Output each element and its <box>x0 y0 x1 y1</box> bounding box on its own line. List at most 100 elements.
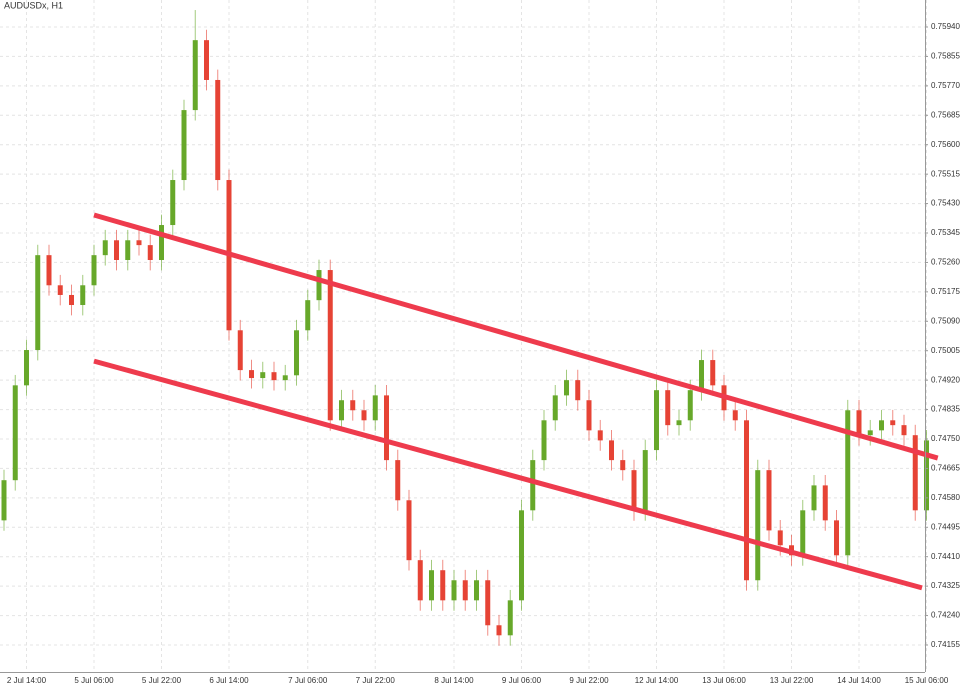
y-tick-label: 0.75855 <box>931 52 960 61</box>
candle-body <box>676 420 682 426</box>
candle-body <box>440 570 446 601</box>
y-tick-label: 0.74835 <box>931 405 960 414</box>
channel-line <box>93 212 939 461</box>
candle-body <box>710 360 716 386</box>
candle-body <box>237 330 243 371</box>
y-tick-label: 0.75770 <box>931 81 960 90</box>
y-tick-label: 0.75345 <box>931 228 960 237</box>
candle-body <box>24 350 29 386</box>
candle-body <box>181 110 187 181</box>
x-tick-label: 5 Jul 22:00 <box>142 676 182 685</box>
candle-body <box>507 600 513 636</box>
x-tick-label: 15 Jul 06:00 <box>905 676 949 685</box>
x-tick-label: 14 Jul 14:00 <box>837 676 881 685</box>
y-tick-label: 0.75090 <box>931 316 960 325</box>
y-tick-label: 0.74580 <box>931 493 960 502</box>
candle-body <box>350 400 356 411</box>
candle-body <box>766 470 772 531</box>
candle-body <box>91 255 97 286</box>
y-tick-label: 0.74920 <box>931 375 960 384</box>
candle-body <box>136 240 142 246</box>
candle-body <box>282 375 288 381</box>
x-tick-label: 13 Jul 06:00 <box>702 676 746 685</box>
candle-body <box>204 40 209 80</box>
candle-body <box>620 460 626 471</box>
candle-body <box>192 40 198 111</box>
candle-body <box>125 240 131 261</box>
candle-body <box>890 420 896 426</box>
candle-body <box>699 360 704 391</box>
candle-body <box>856 410 862 436</box>
candle-body <box>46 255 52 286</box>
candle-body <box>519 510 524 601</box>
candle-body <box>586 400 592 431</box>
candle-body <box>867 430 873 436</box>
candle-body <box>631 470 637 511</box>
candle-body <box>811 485 817 511</box>
candle-body <box>564 380 569 396</box>
candle-body <box>12 385 18 481</box>
candle-body <box>755 470 761 581</box>
candle-body <box>485 580 491 626</box>
x-tick-label: 9 Jul 06:00 <box>502 676 542 685</box>
x-tick-label: 2 Jul 14:00 <box>7 676 47 685</box>
candle-body <box>642 450 648 511</box>
y-tick-label: 0.75175 <box>931 287 960 296</box>
y-tick-label: 0.75260 <box>931 258 960 267</box>
candle-body <box>305 300 311 331</box>
candle-body <box>260 372 266 379</box>
y-tick-label: 0.74325 <box>931 581 960 590</box>
x-tick-label: 6 Jul 14:00 <box>209 676 249 685</box>
candle-body <box>879 420 884 431</box>
candle-body <box>372 395 378 421</box>
y-tick-label: 0.75685 <box>931 110 960 119</box>
candle-body <box>69 294 74 306</box>
candle-body <box>732 410 738 421</box>
candle-body <box>496 625 502 636</box>
candle-body <box>80 285 86 306</box>
candle-body <box>474 580 479 601</box>
candle-body <box>1 480 7 521</box>
candle-body <box>822 485 828 521</box>
y-tick-label: 0.74495 <box>931 522 960 531</box>
candle-body <box>744 420 749 581</box>
candle-body <box>339 400 344 421</box>
x-tick-label: 9 Jul 22:00 <box>569 676 609 685</box>
candle-body <box>147 245 153 261</box>
channel-line <box>93 358 923 591</box>
y-tick-label: 0.75005 <box>931 346 960 355</box>
plot <box>1 10 939 646</box>
x-tick-label: 13 Jul 22:00 <box>770 676 814 685</box>
candle-body <box>924 440 929 511</box>
candle-body <box>552 395 558 421</box>
candle-body <box>665 390 671 426</box>
x-tick-label: 12 Jul 14:00 <box>635 676 679 685</box>
candle-body <box>800 510 806 556</box>
y-tick-label: 0.75430 <box>931 199 960 208</box>
x-tick-label: 7 Jul 22:00 <box>356 676 396 685</box>
candle-body <box>609 440 614 461</box>
y-tick-label: 0.74665 <box>931 464 960 473</box>
candle-body <box>541 420 547 461</box>
y-tick-label: 0.74240 <box>931 611 960 620</box>
candle-body <box>384 395 389 461</box>
candle-body <box>462 580 468 601</box>
x-tick-label: 5 Jul 06:00 <box>74 676 114 685</box>
candle-body <box>845 410 851 556</box>
candle-body <box>271 372 277 381</box>
candle-body <box>316 270 322 301</box>
y-tick-label: 0.75600 <box>931 140 960 149</box>
candle-body <box>429 570 434 601</box>
chart-title: AUDUSDx, H1 <box>4 0 63 10</box>
candle-body <box>57 285 63 295</box>
candle-body <box>294 330 299 376</box>
candle-body <box>834 520 839 556</box>
candle-body <box>215 79 221 181</box>
candle-body <box>654 390 659 451</box>
candle-body <box>687 390 693 421</box>
y-tick-label: 0.75940 <box>931 22 960 31</box>
candle-body <box>327 270 333 421</box>
candle-body <box>102 240 108 256</box>
